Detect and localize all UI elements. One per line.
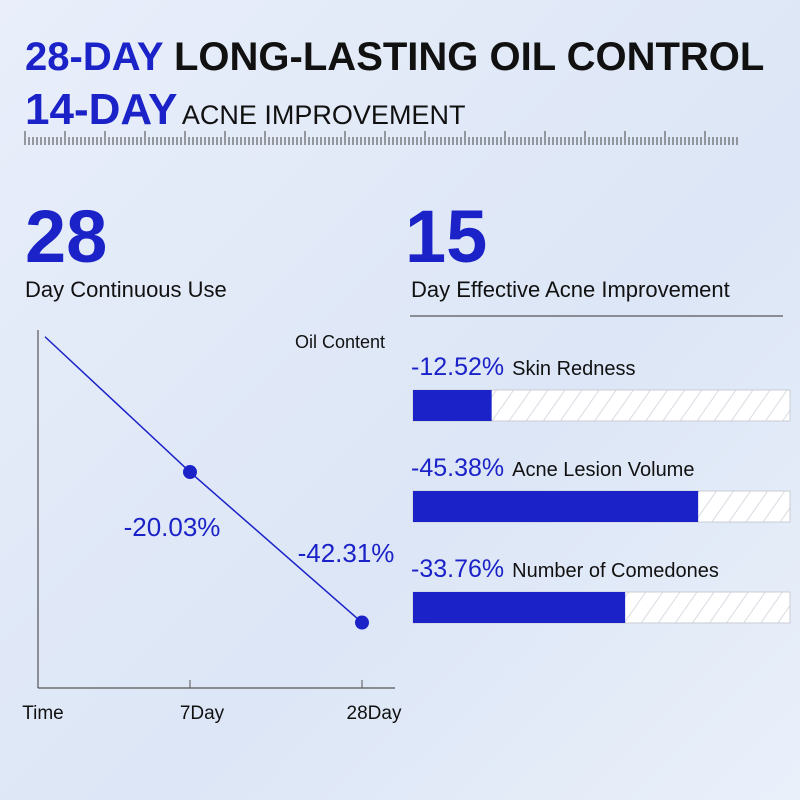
x-tick-label: 7Day bbox=[180, 703, 225, 724]
caption: Day Continuous Use bbox=[25, 277, 227, 302]
value-label: -12.52% bbox=[411, 353, 504, 381]
title-highlight: 14-DAY bbox=[25, 85, 177, 134]
big-number: 28 bbox=[25, 195, 107, 278]
bar-label: -12.52% Skin Redness bbox=[411, 353, 636, 381]
x-axis-label: Time bbox=[22, 703, 64, 724]
y-axis-label: Oil Content bbox=[295, 332, 385, 352]
caption: Day Effective Acne Improvement bbox=[411, 277, 730, 302]
x-tick-label: 28Day bbox=[347, 703, 402, 724]
title-rest: ACNE IMPROVEMENT bbox=[182, 100, 466, 130]
category-label: Number of Comedones bbox=[512, 560, 719, 582]
big-number: 15 bbox=[405, 195, 487, 278]
title-highlight: 28-DAY bbox=[25, 35, 164, 79]
value-label: -33.76% bbox=[411, 555, 504, 583]
bar bbox=[413, 592, 626, 623]
value-label: -42.31% bbox=[298, 538, 395, 568]
bar bbox=[413, 491, 699, 522]
category-label: Skin Redness bbox=[512, 358, 635, 380]
bar-label: -45.38% Acne Lesion Volume bbox=[411, 454, 694, 482]
value-label: -20.03% bbox=[124, 512, 221, 542]
ruler bbox=[24, 131, 738, 145]
category-label: Acne Lesion Volume bbox=[512, 459, 694, 481]
title-line2: 14-DAY ACNE IMPROVEMENT bbox=[25, 85, 465, 134]
value-label: -45.38% bbox=[411, 454, 504, 482]
bar bbox=[413, 390, 492, 421]
title-rest: LONG-LASTING OIL CONTROL bbox=[174, 35, 764, 79]
title-line1: 28-DAY LONG-LASTING OIL CONTROL bbox=[25, 35, 764, 79]
data-point bbox=[355, 615, 369, 630]
data-point bbox=[183, 465, 197, 480]
bar-label: -33.76% Number of Comedones bbox=[411, 555, 719, 583]
